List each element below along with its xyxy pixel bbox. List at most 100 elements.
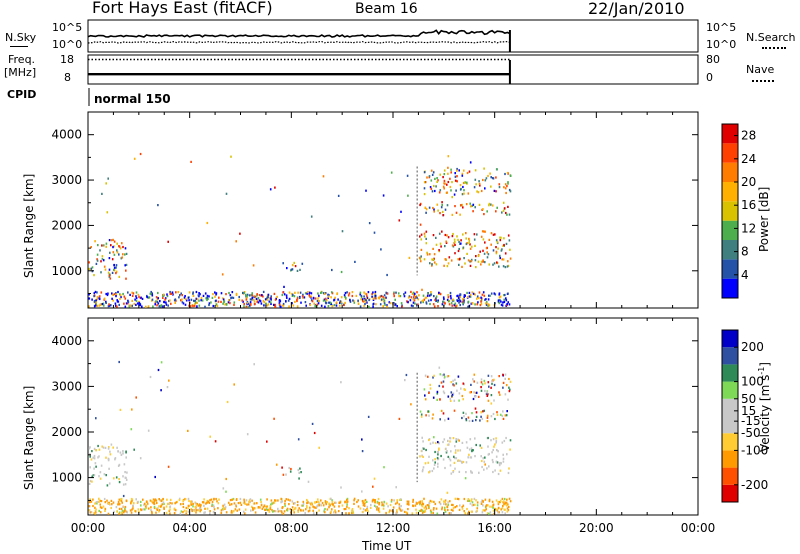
velocity-cell xyxy=(459,504,461,507)
power-cell xyxy=(225,192,228,195)
power-cell xyxy=(227,301,230,304)
power-cell xyxy=(502,301,504,304)
velocity-cell xyxy=(455,382,458,385)
velocity-cell xyxy=(442,458,445,461)
velocity-cell xyxy=(174,509,177,512)
velocity-cell xyxy=(473,497,476,500)
velocity-cell xyxy=(422,455,424,458)
power-cell xyxy=(207,297,209,300)
velocity-cell xyxy=(277,510,280,513)
power-cell xyxy=(372,305,374,308)
velocity-cell xyxy=(461,416,463,420)
power-cell xyxy=(403,295,406,298)
power-cell xyxy=(435,185,437,188)
power-cell xyxy=(215,299,217,302)
power-cell xyxy=(296,298,298,301)
power-cell xyxy=(469,202,471,205)
velocity-cell xyxy=(282,506,284,509)
velocity-cell xyxy=(407,508,409,511)
power-cell xyxy=(459,188,462,191)
power-cell xyxy=(424,296,427,299)
velocity-cell xyxy=(322,504,325,507)
velocity-cell xyxy=(387,505,389,508)
power-cell xyxy=(283,285,285,288)
velocity-cell xyxy=(233,510,235,513)
power-cell xyxy=(113,245,115,248)
power-cell xyxy=(429,302,431,306)
power-cell xyxy=(306,292,308,295)
power-cell xyxy=(474,244,476,247)
velocity-cell xyxy=(117,503,119,506)
power-cell xyxy=(414,292,416,295)
velocity-cell xyxy=(224,506,227,509)
velocity-colorbar-tick-label: -100 xyxy=(741,443,768,457)
velocity-cell xyxy=(428,506,430,510)
power-cell xyxy=(104,268,107,271)
power-cell xyxy=(231,296,233,299)
velocity-cell xyxy=(445,447,447,450)
power-cell xyxy=(371,295,373,298)
velocity-cell xyxy=(429,499,432,502)
power-cell xyxy=(116,305,118,308)
velocity-cell xyxy=(124,505,127,509)
velocity-cell xyxy=(316,505,318,508)
velocity-cell xyxy=(153,501,155,504)
velocity-cell xyxy=(372,485,374,488)
velocity-cell xyxy=(173,512,176,515)
velocity-cell xyxy=(280,510,283,513)
velocity-cell xyxy=(427,410,429,413)
velocity-cell xyxy=(193,508,195,512)
velocity-cell xyxy=(442,440,444,444)
velocity-cell xyxy=(282,512,285,515)
power-cell xyxy=(508,188,511,192)
power-cell xyxy=(478,297,480,300)
velocity-cell xyxy=(499,499,502,502)
velocity-cell xyxy=(492,461,494,464)
velocity-cell xyxy=(385,511,387,515)
velocity-cell xyxy=(91,480,93,483)
power-cell xyxy=(477,191,480,194)
power-cell xyxy=(339,301,341,304)
velocity-cell xyxy=(502,504,504,508)
power-cell xyxy=(145,305,147,308)
velocity-cell xyxy=(484,456,486,459)
power-cell xyxy=(490,232,493,235)
power-cell xyxy=(462,185,464,189)
velocity-cell xyxy=(124,507,126,510)
power-cell xyxy=(256,300,258,303)
power-cell xyxy=(441,303,444,306)
velocity-cell xyxy=(264,508,266,511)
power-cell xyxy=(506,185,508,188)
velocity-cell xyxy=(139,457,142,460)
power-colorbar-tick-label: 20 xyxy=(741,175,756,189)
velocity-cell xyxy=(232,497,235,501)
velocity-cell xyxy=(435,441,437,445)
velocity-cell xyxy=(221,507,224,510)
velocity-cell xyxy=(491,379,493,382)
velocity-cell xyxy=(453,455,455,458)
velocity-cell xyxy=(211,504,213,508)
velocity-cell xyxy=(122,483,125,486)
velocity-cell xyxy=(93,467,95,470)
velocity-cell xyxy=(463,497,466,501)
power-cell xyxy=(188,299,190,302)
power-cell xyxy=(473,233,476,236)
velocity-cell xyxy=(501,507,504,510)
power-cell xyxy=(140,296,142,299)
power-cell xyxy=(147,305,150,308)
velocity-cell xyxy=(117,464,120,467)
power-cell xyxy=(455,305,457,308)
power-cell xyxy=(477,301,479,304)
velocity-cell xyxy=(166,386,169,389)
power-cell xyxy=(266,298,269,301)
power-cell xyxy=(445,241,448,244)
velocity-cell xyxy=(363,502,366,506)
velocity-cell xyxy=(424,510,427,513)
power-cell xyxy=(486,256,489,259)
velocity-cell xyxy=(486,414,489,417)
velocity-cell xyxy=(163,502,165,505)
power-cell xyxy=(374,294,377,297)
velocity-cell xyxy=(502,386,504,389)
power-cell xyxy=(296,269,299,272)
